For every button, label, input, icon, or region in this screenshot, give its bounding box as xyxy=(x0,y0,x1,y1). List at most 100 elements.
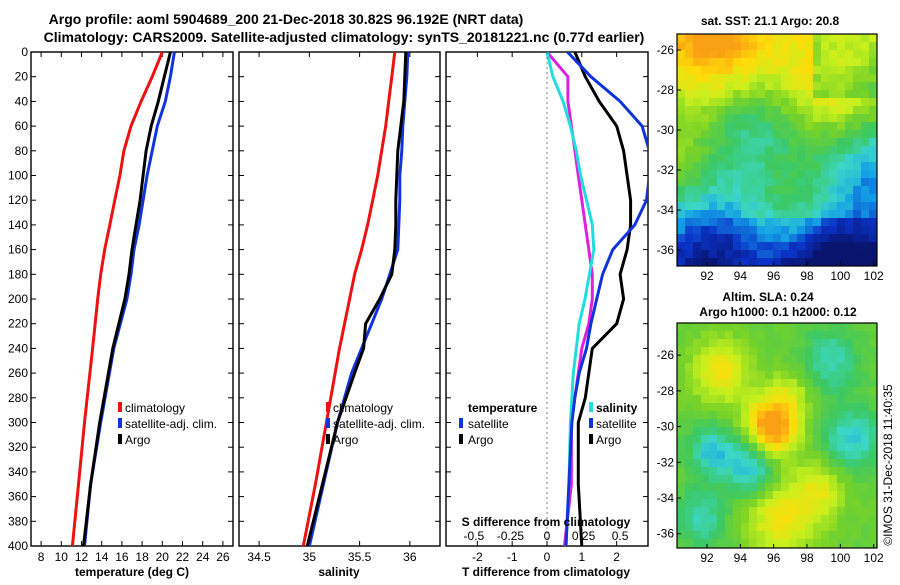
sst-cell xyxy=(677,170,686,179)
sst-cell xyxy=(869,50,878,59)
sst-cell xyxy=(765,194,774,203)
sst-cell xyxy=(709,234,718,243)
altimetry-cell xyxy=(869,427,878,436)
altimetry-cell xyxy=(725,539,734,548)
sst-cell xyxy=(789,130,798,139)
sst-cell xyxy=(749,50,758,59)
altimetry-cell xyxy=(821,443,830,452)
sst-cell xyxy=(853,42,862,51)
altimetry-cell xyxy=(749,523,758,532)
altimetry-cell xyxy=(701,539,710,548)
sst-cell xyxy=(677,162,686,171)
sst-cell xyxy=(845,250,854,259)
series-line-satellite-adj-clim- xyxy=(307,52,410,546)
sst-cell xyxy=(805,226,814,235)
altimetry-cell xyxy=(845,531,854,540)
altimetry-cell xyxy=(765,363,774,372)
sst-cell xyxy=(741,170,750,179)
altimetry-cell xyxy=(765,483,774,492)
sst-cell xyxy=(717,162,726,171)
difference-legend-t-argo: Argo xyxy=(468,433,494,447)
altimetry-cell xyxy=(733,339,742,348)
sst-cell xyxy=(685,218,694,227)
sst-cell xyxy=(757,138,766,147)
sst-cell xyxy=(749,202,758,211)
altimetry-cell xyxy=(685,427,694,436)
sst-cell xyxy=(781,42,790,51)
altimetry-cell xyxy=(853,395,862,404)
altimetry-cell xyxy=(781,379,790,388)
sst-cell xyxy=(837,66,846,75)
altimetry-cell xyxy=(821,331,830,340)
altimetry-cell xyxy=(813,379,822,388)
altimetry-cell xyxy=(821,435,830,444)
sst-cell xyxy=(797,58,806,67)
altimetry-cell xyxy=(813,427,822,436)
altimetry-cell xyxy=(709,499,718,508)
sst-cell xyxy=(725,194,734,203)
altimetry-cell xyxy=(797,427,806,436)
altimetry-cell xyxy=(677,403,686,412)
altimetry-cell xyxy=(717,483,726,492)
altimetry-cell xyxy=(701,523,710,532)
depth-tick-label: 320 xyxy=(8,440,28,454)
altimetry-cell xyxy=(869,379,878,388)
sst-cell xyxy=(829,58,838,67)
altimetry-cell xyxy=(805,387,814,396)
sst-cell xyxy=(845,122,854,131)
sst-cell xyxy=(821,242,830,251)
altimetry-cell xyxy=(837,539,846,548)
altimetry-cell xyxy=(733,379,742,388)
sst-cell xyxy=(805,34,814,43)
sst-cell xyxy=(725,114,734,123)
sst-cell xyxy=(733,186,742,195)
sst-cell xyxy=(789,138,798,147)
sst-cell xyxy=(813,130,822,139)
sst-cell xyxy=(725,210,734,219)
altimetry-heatmap xyxy=(677,323,878,549)
altimetry-cell xyxy=(749,363,758,372)
altimetry-cell xyxy=(717,323,726,332)
altimetry-cell xyxy=(789,435,798,444)
altimetry-cell xyxy=(773,395,782,404)
sst-cell xyxy=(685,90,694,99)
sst-cell xyxy=(805,162,814,171)
altimetry-cell xyxy=(805,515,814,524)
sst-cell xyxy=(749,42,758,51)
sst-cell xyxy=(709,42,718,51)
sst-cell xyxy=(693,138,702,147)
sst-cell xyxy=(741,34,750,43)
altimetry-cell xyxy=(805,411,814,420)
altimetry-cell xyxy=(837,419,846,428)
altimetry-cell xyxy=(733,435,742,444)
sst-cell xyxy=(717,82,726,91)
altimetry-cell xyxy=(685,419,694,428)
sst-cell xyxy=(693,210,702,219)
altimetry-cell xyxy=(685,355,694,364)
altimetry-cell xyxy=(845,355,854,364)
series-line-salinity-argo xyxy=(564,52,648,546)
sst-map-panel: sat. SST: 21.1 Argo: 20.8 92 94 96 98 100 102… xyxy=(657,14,884,283)
depth-tick-label: 180 xyxy=(8,267,28,281)
difference-legend: temperature satellite Argo salinity sate… xyxy=(459,401,638,447)
x-tick-label: 12 xyxy=(75,550,89,564)
altimetry-cell xyxy=(701,419,710,428)
altimetry-cell xyxy=(709,331,718,340)
sst-cell xyxy=(765,218,774,227)
altimetry-cell xyxy=(869,355,878,364)
altimetry-cell xyxy=(757,459,766,468)
altimetry-cell xyxy=(757,339,766,348)
sst-cell xyxy=(693,234,702,243)
sst-cell xyxy=(701,162,710,171)
sst-cell xyxy=(701,138,710,147)
altimetry-cell xyxy=(789,459,798,468)
altimetry-cell xyxy=(677,435,686,444)
sst-cell xyxy=(869,226,878,235)
altimetry-cell xyxy=(677,499,686,508)
sst-cell xyxy=(829,210,838,219)
sst-cell xyxy=(709,178,718,187)
sst-cell xyxy=(797,234,806,243)
altimetry-cell xyxy=(861,355,870,364)
sst-cell xyxy=(701,42,710,51)
altimetry-cell xyxy=(821,491,830,500)
